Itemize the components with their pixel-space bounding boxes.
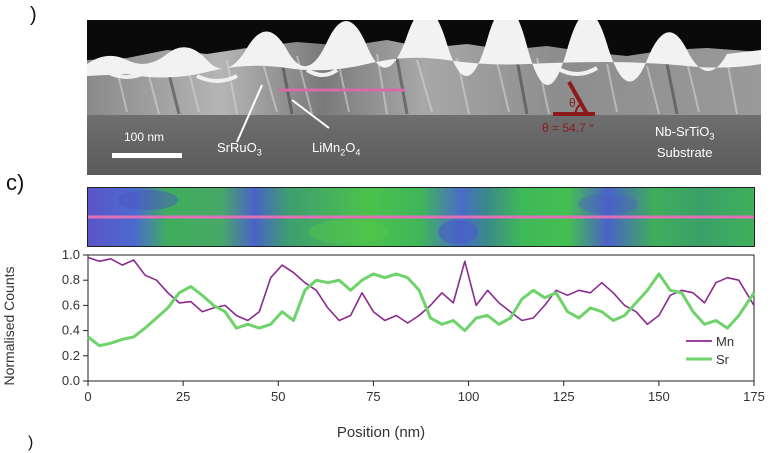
edx-map-image bbox=[88, 188, 754, 246]
panel-label-bottom: ) bbox=[28, 434, 34, 451]
legend-label-sr: Sr bbox=[716, 352, 730, 367]
tem-micrograph: 100 nm SrRuO3 LiMn2O4 θ θ = 54.7 ° Nb-Sr… bbox=[87, 20, 761, 175]
x-tick-label: 75 bbox=[366, 389, 380, 404]
series-line-mn bbox=[87, 256, 755, 326]
plot-frame bbox=[87, 254, 755, 382]
chart-svg: 0 25 50 75 100 125 150 175 0.0 0.2 0.4 0.6 0.8 1.0 Pos… bbox=[1, 247, 765, 441]
x-axis-label: Position (nm) bbox=[337, 424, 425, 441]
y-tick-label: 1.0 bbox=[62, 247, 80, 262]
y-tick-label: 0.8 bbox=[62, 272, 80, 287]
micrograph-image bbox=[87, 20, 761, 175]
x-tick-label: 25 bbox=[176, 389, 190, 404]
scale-bar bbox=[112, 153, 182, 158]
substrate-label: Nb-SrTiO3 Substrate bbox=[655, 124, 715, 160]
x-tick-label: 50 bbox=[271, 389, 285, 404]
x-tick-label: 150 bbox=[648, 389, 670, 404]
x-tick-label: 0 bbox=[84, 389, 91, 404]
y-tick-label: 0.4 bbox=[62, 323, 80, 338]
theta-symbol: θ bbox=[569, 96, 576, 110]
x-tick-label: 175 bbox=[743, 389, 765, 404]
srruo3-label: SrRuO3 bbox=[217, 140, 262, 158]
scale-bar-label: 100 nm bbox=[124, 130, 165, 144]
legend-label-mn: Mn bbox=[716, 334, 734, 349]
series-line-sr bbox=[87, 272, 756, 348]
panel-label-c: c) bbox=[6, 170, 25, 195]
x-tick-label: 125 bbox=[553, 389, 575, 404]
theta-value: θ = 54.7 ° bbox=[542, 121, 594, 135]
y-tick-label: 0.6 bbox=[62, 297, 80, 312]
line-profile-chart: 0 25 50 75 100 125 150 175 0.0 0.2 0.4 0.6 0.8 1.0 Pos… bbox=[0, 245, 780, 448]
theta-angle-marker bbox=[553, 81, 595, 116]
edx-elemental-map bbox=[87, 187, 755, 247]
y-tick-label: 0.0 bbox=[62, 373, 80, 388]
panel-label-top: ) bbox=[30, 4, 37, 26]
limn2o4-label: LiMn2O4 bbox=[312, 140, 361, 158]
y-axis-label: Normalised Counts bbox=[1, 266, 17, 385]
y-tick-label: 0.2 bbox=[62, 348, 80, 363]
x-tick-label: 100 bbox=[458, 389, 480, 404]
